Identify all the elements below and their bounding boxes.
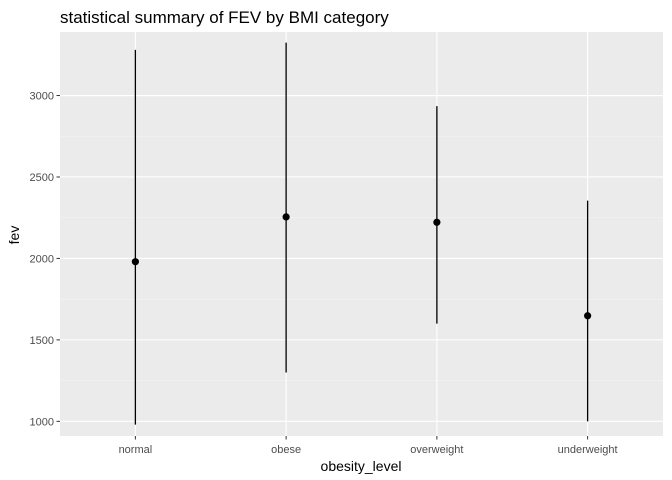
minor-gridlines (60, 135, 663, 381)
y-tick-label: 1000 (30, 416, 54, 428)
x-tick-label: overweight (410, 444, 463, 456)
x-tick-label: obese (271, 444, 301, 456)
mean-point (131, 258, 139, 266)
x-axis-title: obesity_level (321, 458, 402, 474)
y-axis-title: fev (6, 226, 22, 245)
y-axis: 1000 1500 2000 2500 3000 (30, 91, 60, 428)
chart-title: statistical summary of FEV by BMI catego… (60, 8, 389, 27)
x-tick-label: normal (119, 444, 153, 456)
mean-point (282, 213, 290, 221)
data-marks (131, 42, 592, 425)
x-axis: normal obese overweight underweight (119, 436, 618, 456)
y-tick-label: 2000 (30, 253, 54, 265)
y-tick-label: 1500 (30, 335, 54, 347)
mean-point (584, 312, 592, 320)
y-tick-label: 2500 (30, 172, 54, 184)
plot-panel (60, 32, 663, 436)
mean-point (433, 218, 441, 226)
y-tick-label: 3000 (30, 91, 54, 103)
x-tick-label: underweight (558, 444, 618, 456)
